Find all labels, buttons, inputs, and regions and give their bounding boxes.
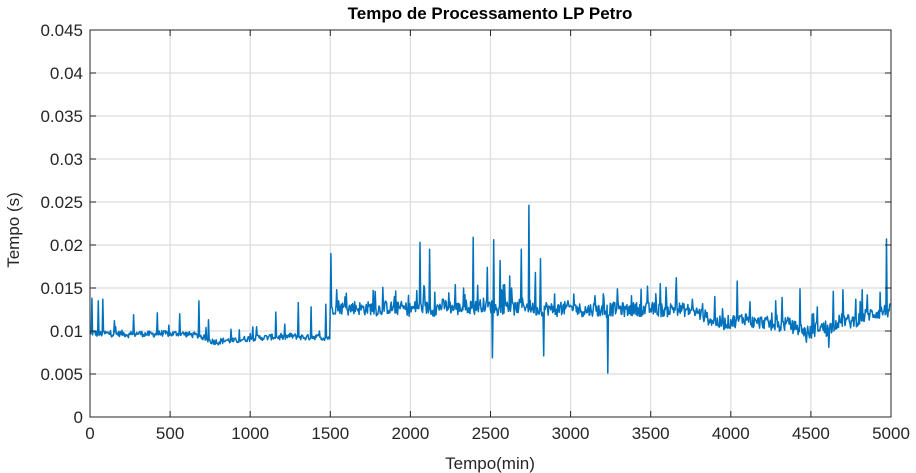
y-tick-label: 0.015 bbox=[40, 279, 83, 298]
y-tick-label: 0.045 bbox=[40, 21, 83, 40]
x-tick-label: 500 bbox=[156, 424, 184, 443]
series-line bbox=[89, 204, 892, 374]
y-tick-label: 0.035 bbox=[40, 107, 83, 126]
y-tick-label: 0.01 bbox=[50, 322, 83, 341]
x-tick-label: 5000 bbox=[872, 424, 910, 443]
y-tick-label: 0.03 bbox=[50, 150, 83, 169]
x-tick-label: 4500 bbox=[792, 424, 830, 443]
x-axis-label: Tempo(min) bbox=[445, 454, 535, 473]
y-tick-label: 0.02 bbox=[50, 236, 83, 255]
y-axis-label: Tempo (s) bbox=[4, 192, 23, 268]
x-tick-label: 3000 bbox=[552, 424, 590, 443]
x-tick-label: 0 bbox=[85, 424, 94, 443]
x-tick-label: 2500 bbox=[472, 424, 510, 443]
series-group bbox=[89, 204, 892, 374]
x-tick-label: 1000 bbox=[231, 424, 269, 443]
y-tick-label: 0.025 bbox=[40, 193, 83, 212]
chart-title: Tempo de Processamento LP Petro bbox=[348, 4, 633, 23]
y-tick-label: 0.005 bbox=[40, 365, 83, 384]
y-tick-label: 0.04 bbox=[50, 64, 83, 83]
x-tick-label: 4000 bbox=[712, 424, 750, 443]
grid bbox=[90, 30, 891, 417]
x-tick-label: 1500 bbox=[311, 424, 349, 443]
y-axis-ticks: 0 0.005 0.01 0.015 0.02 0.025 0.03 0.035 0.04 0.0… bbox=[40, 21, 891, 427]
x-tick-label: 2000 bbox=[391, 424, 429, 443]
y-tick-label: 0 bbox=[74, 408, 83, 427]
x-axis-ticks: 0 500 1000 1500 2000 2500 3000 3500 4000 4500 5000 bbox=[85, 30, 910, 443]
x-tick-label: 3500 bbox=[632, 424, 670, 443]
